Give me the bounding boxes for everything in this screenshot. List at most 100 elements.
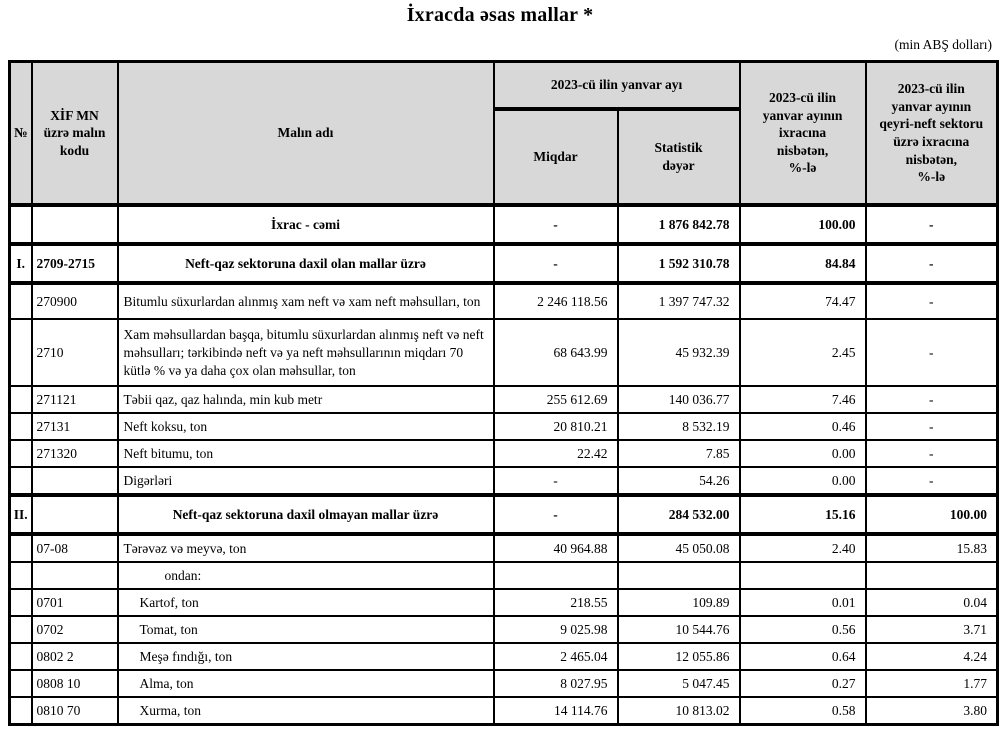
cell-share: 15.16 [738, 493, 867, 536]
cell-code: 0810 70 [30, 696, 119, 726]
cell-name: İxrac - cəmi [116, 203, 495, 245]
cell-name: Alma, ton [116, 669, 495, 699]
table-row: 0702 Tomat, ton 9 025.98 10 544.76 0.56 3.71 [8, 615, 999, 645]
cell-value: 5 047.45 [616, 669, 741, 699]
table-row: 271121 Təbii qaz, qaz halında, min kub me… [8, 385, 999, 415]
cell-share: 74.47 [738, 281, 867, 320]
cell-code [30, 493, 119, 536]
cell-name: Neft-qaz sektoruna daxil olan mallar üzr… [116, 242, 495, 284]
header-row-sub: Miqdar Statistik dəyər [10, 108, 998, 207]
table-row: 07-08 Tərəvəz və meyvə, ton 40 964.88 45 05… [8, 532, 999, 564]
cell-no [8, 532, 33, 564]
cell-qty: 2 465.04 [492, 642, 619, 672]
cell-name: Təbii qaz, qaz halında, min kub metr [116, 385, 495, 415]
cell-value: 12 055.86 [616, 642, 741, 672]
cell-qty: 9 025.98 [492, 615, 619, 645]
table-row: 270900 Bitumlu süxurlardan alınmış xam ne… [8, 281, 999, 320]
table-row: 0802 2 Meşə fındığı, ton 2 465.04 12 055.86… [8, 642, 999, 672]
table-body: İxrac - cəmi -1 876 842.78 100.00- I. 2709-2… [8, 203, 999, 726]
cell-code: 0701 [30, 588, 119, 618]
cell-no [8, 561, 33, 591]
col-header-share-total: 2023-cü ilin yanvar ayının ixracına nisb… [738, 60, 867, 207]
cell-no [8, 466, 33, 497]
cell-share: 84.84 [738, 242, 867, 284]
cell-share: 0.58 [738, 696, 867, 726]
cell-code: 0808 10 [30, 669, 119, 699]
cell-nonoil: 4.24 [864, 642, 999, 672]
cell-no [8, 588, 33, 618]
col-header-name: Malın adı [116, 60, 495, 207]
cell-code: 271320 [30, 439, 119, 469]
cell-share: 2.45 [738, 317, 867, 388]
cell-share: 0.27 [738, 669, 867, 699]
cell-qty: 68 643.99 [492, 317, 619, 388]
cell-value: 140 036.77 [616, 385, 741, 415]
col-header-stat-value: Statistik dəyər [616, 108, 741, 207]
cell-qty: 218.55 [492, 588, 619, 618]
exports-table: № XİF MN üzrə malın kodu Malın adı 2023-… [8, 60, 1000, 727]
cell-value: 1 876 842.78 [616, 203, 741, 245]
cell-share: 0.64 [738, 642, 867, 672]
cell-no [8, 669, 33, 699]
cell-nonoil: 3.80 [864, 696, 999, 726]
cell-code [30, 561, 119, 591]
col-header-period-group: 2023-cü ilin yanvar ayı [492, 60, 741, 111]
cell-no: I. [8, 242, 33, 284]
table-row: ondan: [8, 561, 999, 591]
cell-share: 7.46 [738, 385, 867, 415]
cell-value: 1 592 310.78 [616, 242, 741, 284]
cell-value: 284 532.00 [616, 493, 741, 536]
col-header-quantity: Miqdar [492, 108, 619, 207]
cell-value: 1 397 747.32 [616, 281, 741, 320]
cell-qty: 2 246 118.56 [492, 281, 619, 320]
cell-value [616, 561, 741, 591]
table-row: 0810 70 Xurma, ton 14 114.76 10 813.02 0.58 3… [8, 696, 999, 726]
col-header-no: № [8, 60, 33, 207]
cell-name: Neft-qaz sektoruna daxil olmayan mallar … [116, 493, 495, 536]
cell-nonoil: - [864, 412, 999, 442]
cell-name: Xam məhsullardan başqa, bitumlu süxurlar… [116, 317, 495, 388]
cell-code: 271121 [30, 385, 119, 415]
cell-no [8, 281, 33, 320]
cell-share: 100.00 [738, 203, 867, 245]
cell-name: Tomat, ton [116, 615, 495, 645]
cell-nonoil: 3.71 [864, 615, 999, 645]
cell-value: 109.89 [616, 588, 741, 618]
table-row: I. 2709-2715 Neft-qaz sektoruna daxil olan… [8, 242, 999, 284]
cell-qty [492, 561, 619, 591]
table-row: Digərləri -54.26 0.00- [8, 466, 999, 497]
cell-share: 0.56 [738, 615, 867, 645]
cell-name: Tərəvəz və meyvə, ton [116, 532, 495, 564]
cell-qty: - [492, 493, 619, 536]
cell-nonoil: - [864, 281, 999, 320]
cell-share [738, 561, 867, 591]
cell-nonoil [864, 561, 999, 591]
unit-note: (min ABŞ dolları) [894, 37, 993, 52]
cell-code: 0702 [30, 615, 119, 645]
header-row-top: № XİF MN üzrə malın kodu Malın adı 2023-… [8, 60, 999, 207]
table-header: № XİF MN üzrə malın kodu Malın adı 2023-… [8, 60, 999, 207]
cell-share: 0.01 [738, 588, 867, 618]
cell-value: 45 050.08 [616, 532, 741, 564]
cell-no [8, 615, 33, 645]
table-row: 2710 Xam məhsullardan başqa, bitumlu süxu… [8, 317, 999, 388]
cell-name: Xurma, ton [116, 696, 495, 726]
cell-value: 8 532.19 [616, 412, 741, 442]
cell-share: 0.46 [738, 412, 867, 442]
cell-qty: 20 810.21 [492, 412, 619, 442]
cell-no [8, 203, 33, 245]
cell-qty: 14 114.76 [492, 696, 619, 726]
cell-value: 54.26 [616, 466, 741, 497]
cell-no [8, 412, 33, 442]
cell-no [8, 439, 33, 469]
table-row: 0808 10 Alma, ton 8 027.95 5 047.45 0.27 1.77 [8, 669, 999, 699]
table-row: 27131 Neft koksu, ton 20 810.21 8 532.19 0.4… [8, 412, 999, 442]
col-header-share-nonoil: 2023-cü ilin yanvar ayının qeyri-neft se… [864, 60, 999, 207]
cell-name: Kartof, ton [116, 588, 495, 618]
cell-qty: 22.42 [492, 439, 619, 469]
cell-nonoil: 0.04 [864, 588, 999, 618]
cell-no [8, 385, 33, 415]
cell-name: Meşə fındığı, ton [116, 642, 495, 672]
cell-no: II. [8, 493, 33, 536]
cell-code: 27131 [30, 412, 119, 442]
